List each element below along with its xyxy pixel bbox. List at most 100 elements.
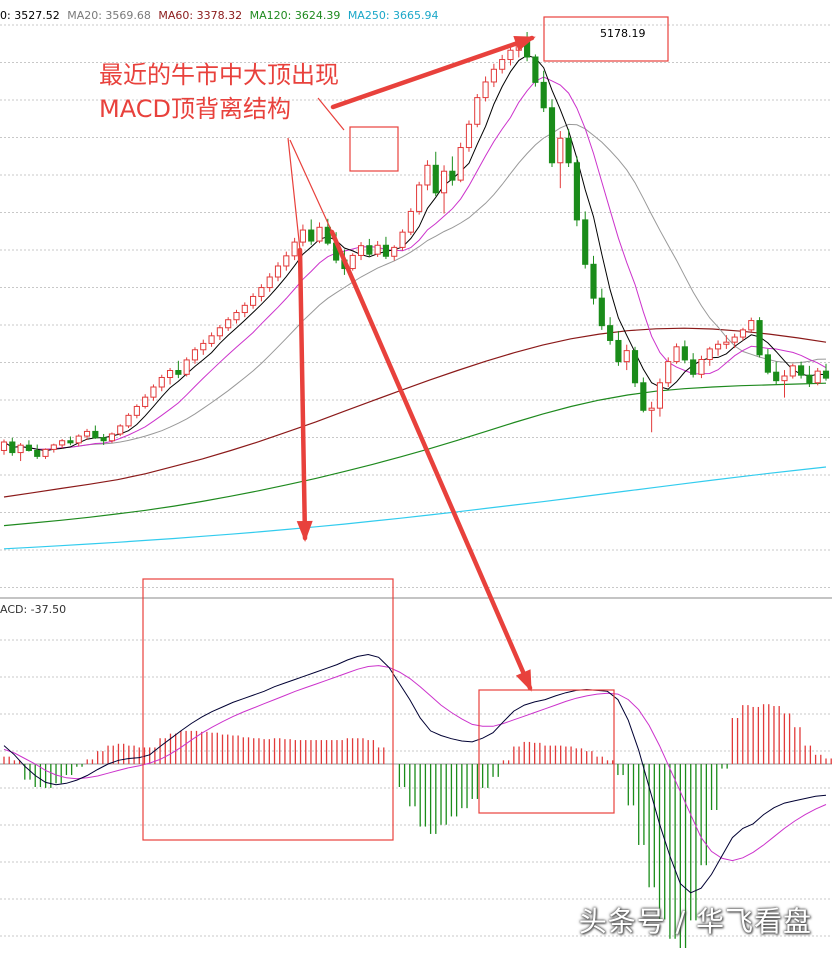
candle-body — [200, 342, 207, 351]
candlestick — [789, 363, 796, 379]
candlestick — [648, 401, 655, 433]
candle-body — [357, 245, 365, 256]
macd-legend: ACD: -37.50 — [0, 603, 67, 616]
candle-body — [50, 444, 57, 450]
candlestick — [731, 333, 738, 349]
candlestick — [374, 241, 381, 257]
dea-line — [3, 665, 827, 862]
candlestick — [806, 365, 813, 388]
candlestick — [681, 340, 688, 364]
candle-body — [756, 320, 763, 356]
arrow-shaft — [330, 35, 535, 110]
candlestick — [34, 444, 41, 459]
candlestick — [499, 54, 506, 74]
candlestick — [416, 181, 423, 215]
candlestick — [241, 302, 248, 318]
candlestick — [25, 440, 32, 452]
candle-body — [407, 210, 414, 233]
candlestick — [822, 363, 830, 381]
candlestick — [540, 70, 547, 113]
candle-body — [233, 312, 240, 321]
candlestick — [665, 357, 672, 388]
candlestick — [9, 437, 16, 456]
ma-legend: 0: 3527.52 MA20: 3569.68 MA60: 3378.32 M… — [0, 9, 443, 22]
candle-body — [806, 374, 813, 384]
candle-body — [764, 354, 771, 373]
candle-body — [424, 164, 431, 186]
ma60-line — [3, 327, 827, 498]
candle-body — [225, 319, 232, 329]
candlestick — [465, 120, 473, 152]
candle-body — [648, 407, 655, 411]
arrow-head — [513, 36, 536, 52]
ma120-line — [3, 382, 827, 527]
candle-body — [690, 359, 697, 375]
ma5-legend: 0: 3527.52 — [0, 9, 60, 22]
candle-body — [142, 396, 149, 407]
candlestick — [739, 327, 747, 341]
candle-body — [250, 295, 257, 306]
candle-body — [274, 265, 282, 278]
candle-body — [714, 343, 722, 350]
candle-body — [723, 341, 730, 345]
candle-body — [822, 370, 830, 379]
candlestick — [449, 156, 456, 186]
ma10-line — [3, 76, 827, 450]
candlestick — [656, 378, 664, 417]
candlestick — [50, 443, 57, 453]
candlestick — [590, 255, 597, 305]
pointer-line-to-box — [317, 97, 345, 131]
candle-body — [631, 350, 639, 384]
candlestick — [764, 348, 771, 375]
candle-body — [42, 448, 49, 457]
candlestick — [42, 448, 49, 459]
candlestick — [457, 142, 464, 183]
candlestick — [474, 94, 481, 128]
candle-body — [374, 244, 381, 255]
arrow-to-peak — [330, 35, 536, 110]
candlestick — [150, 384, 157, 401]
candle-body — [416, 184, 423, 212]
candlestick — [175, 360, 182, 379]
candlestick — [233, 309, 240, 324]
candlestick — [208, 332, 215, 347]
candle-body — [92, 430, 99, 439]
candle-body — [266, 276, 273, 289]
candle-body — [615, 339, 622, 363]
candlestick — [557, 131, 564, 189]
candle-body — [349, 254, 356, 270]
ma250-line — [3, 466, 827, 550]
candle-body — [673, 346, 680, 363]
candlestick — [698, 355, 705, 379]
candle-body — [507, 49, 514, 61]
candlestick — [117, 424, 124, 437]
candle-body — [623, 350, 630, 363]
candle-body — [739, 329, 747, 338]
candle-body — [150, 386, 157, 398]
candlestick — [440, 165, 448, 214]
candlestick — [349, 253, 356, 271]
candle-body — [698, 359, 705, 375]
candle-body — [34, 449, 41, 457]
candlestick — [781, 370, 788, 398]
candlestick — [316, 222, 323, 244]
ma250-legend: MA250: 3665.94 — [347, 9, 439, 22]
candle-body — [316, 226, 323, 242]
candlestick — [17, 443, 24, 462]
peak-price-label: 5178.19 — [600, 27, 646, 40]
candle-body — [75, 435, 82, 444]
candle-body — [590, 263, 597, 299]
candlestick — [382, 236, 390, 260]
candlestick — [582, 211, 589, 269]
candle-body — [557, 137, 564, 164]
grid-lines — [0, 24, 832, 937]
candle-body — [299, 229, 306, 243]
ma5-line — [3, 54, 827, 452]
candle-body — [183, 359, 190, 375]
candlestick — [565, 128, 572, 168]
candlestick — [83, 428, 91, 440]
candle-body — [117, 425, 124, 435]
arrow-shaft — [297, 247, 308, 541]
ma20-legend: MA20: 3569.68 — [67, 9, 151, 22]
candle-body — [798, 365, 805, 376]
